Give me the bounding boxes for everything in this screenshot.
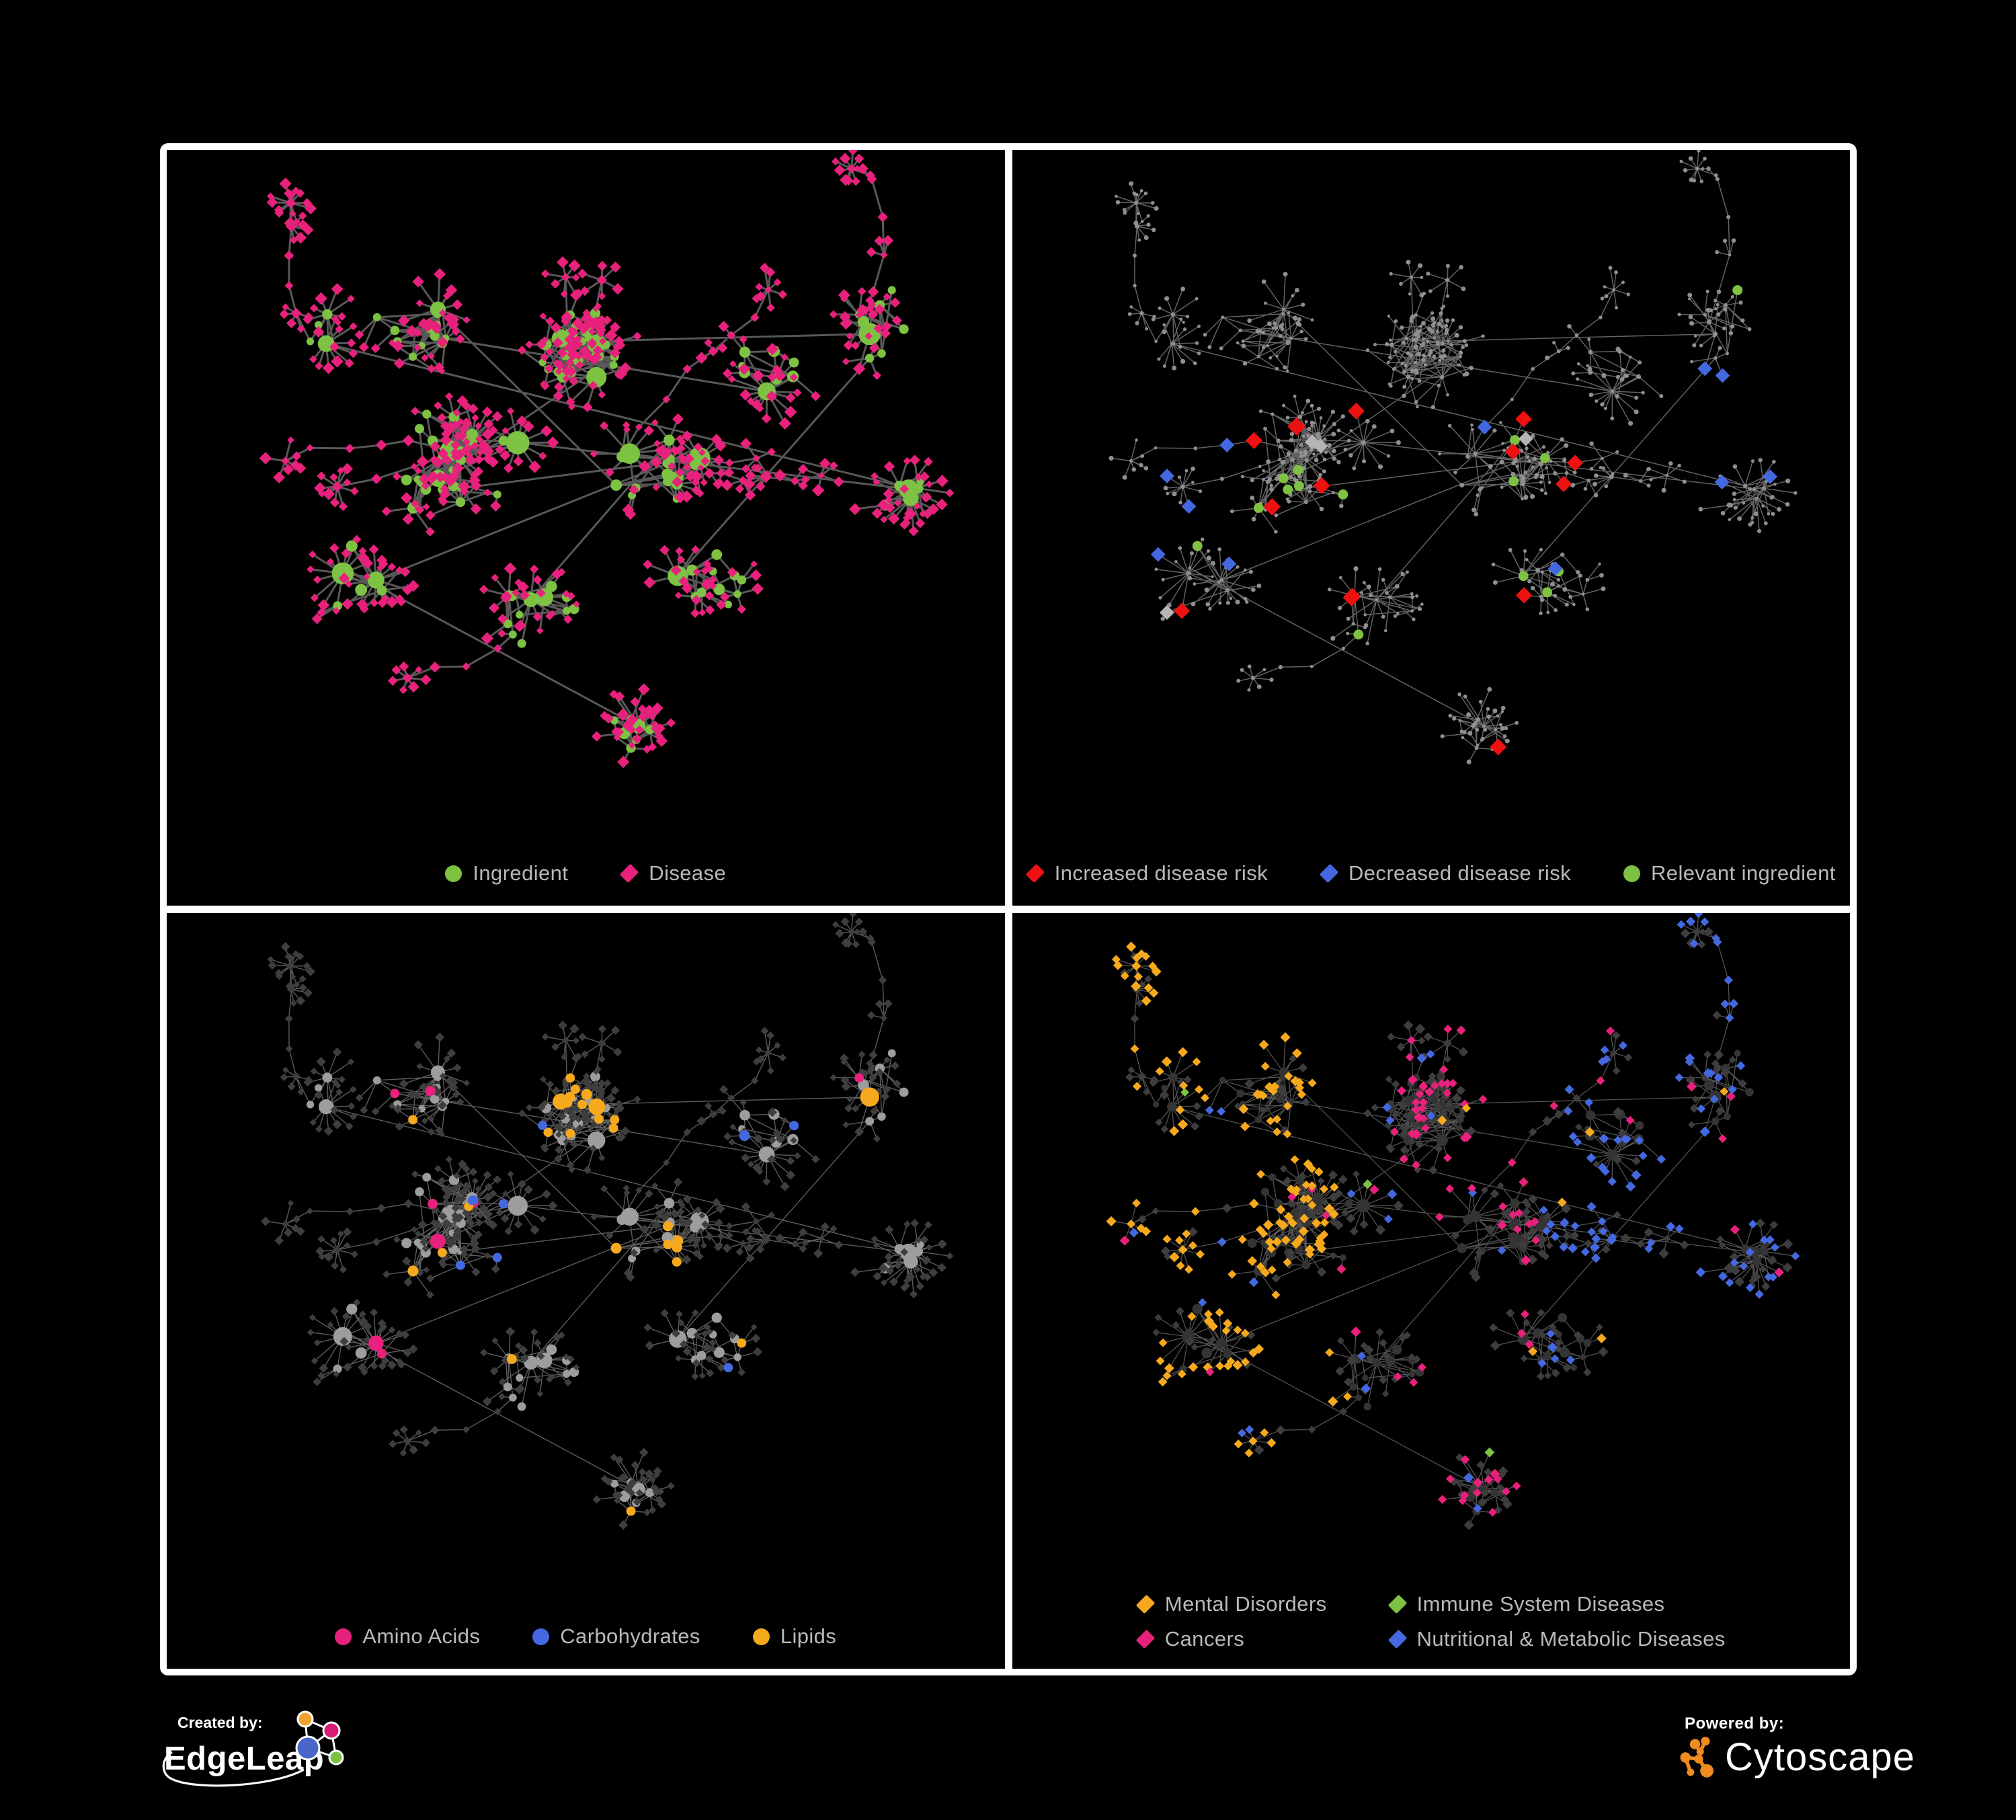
legend-label: Immune System Diseases bbox=[1416, 1592, 1665, 1616]
panel-ingredient-disease: Ingredient Disease bbox=[167, 150, 1005, 906]
legend-label: Relevant ingredient bbox=[1651, 861, 1836, 885]
diamond-marker bbox=[1025, 863, 1045, 883]
legend-label: Amino Acids bbox=[362, 1624, 481, 1648]
panel-grid: Ingredient Disease Increased disease risk… bbox=[160, 143, 1857, 1675]
edgeleap-logo: Created by: EdgeLeap bbox=[162, 1710, 344, 1787]
legend-label: Increased disease risk bbox=[1054, 861, 1268, 885]
circle-marker bbox=[445, 865, 462, 882]
legend-item-cancers: Cancers bbox=[1135, 1627, 1327, 1651]
legend-label: Ingredient bbox=[473, 861, 569, 885]
legend-label: Disease bbox=[649, 861, 727, 885]
edgeleap-node-blue bbox=[295, 1735, 321, 1761]
legend-label: Cancers bbox=[1164, 1627, 1245, 1651]
network-graph-disease-classes bbox=[1105, 913, 1800, 1530]
legend-disease-risk: Increased disease risk Decreased disease … bbox=[1012, 861, 1851, 885]
legend-label: Nutritional & Metabolic Diseases bbox=[1416, 1627, 1726, 1651]
legend-item-relevant-ingredient: Relevant ingredient bbox=[1623, 861, 1836, 885]
diamond-marker bbox=[619, 863, 639, 883]
legend-ingredient-disease: Ingredient Disease bbox=[167, 861, 1005, 885]
circle-marker bbox=[532, 1628, 550, 1645]
diamond-marker bbox=[1387, 1629, 1407, 1649]
edgeleap-network-glyph bbox=[295, 1710, 344, 1766]
powered-by-label: Powered by: bbox=[1685, 1714, 1785, 1733]
circle-marker bbox=[752, 1628, 770, 1645]
network-graph-ingredient-classes bbox=[260, 913, 954, 1530]
legend-item-nutritional-metabolic-diseases: Nutritional & Metabolic Diseases bbox=[1387, 1627, 1726, 1651]
edgeleap-node-pink bbox=[322, 1721, 341, 1740]
edgeleap-credit: Created by: EdgeLeap bbox=[160, 1708, 510, 1809]
legend-item-amino-acids: Amino Acids bbox=[335, 1624, 480, 1649]
cytoscape-credit: Powered by: Cytoscape bbox=[1679, 1709, 1975, 1796]
edgeleap-node-orange bbox=[296, 1710, 314, 1728]
diamond-marker bbox=[1319, 863, 1339, 883]
legend-item-ingredient: Ingredient bbox=[445, 861, 568, 885]
cytoscape-brand: Cytoscape bbox=[1725, 1735, 1916, 1779]
edgeleap-node-green bbox=[328, 1749, 344, 1766]
legend-disease-classes: Mental Disorders Immune System Diseases Ca… bbox=[1012, 1592, 1851, 1651]
cytoscape-logo-icon bbox=[1680, 1736, 1713, 1778]
diamond-marker bbox=[1135, 1629, 1156, 1649]
legend-item-lipids: Lipids bbox=[752, 1624, 837, 1649]
network-graph-ingredient-disease bbox=[259, 150, 955, 768]
legend-item-decreased-disease-risk: Decreased disease risk bbox=[1319, 861, 1572, 885]
network-graph-disease-risk bbox=[1108, 150, 1798, 764]
legend-item-immune-system-diseases: Immune System Diseases bbox=[1387, 1592, 1726, 1616]
legend-ingredient-classes: Amino Acids Carbohydrates Lipids bbox=[167, 1624, 1005, 1649]
circle-marker bbox=[1623, 865, 1641, 882]
legend-label: Carbohydrates bbox=[560, 1624, 700, 1648]
panel-disease-classes: Mental Disorders Immune System Diseases Ca… bbox=[1012, 913, 1851, 1669]
panel-disease-risk: Increased disease risk Decreased disease … bbox=[1012, 150, 1851, 906]
diamond-marker bbox=[1387, 1594, 1407, 1614]
circle-marker bbox=[335, 1628, 352, 1645]
legend-item-increased-disease-risk: Increased disease risk bbox=[1025, 861, 1268, 885]
created-by-label: Created by: bbox=[177, 1714, 263, 1731]
legend-item-carbohydrates: Carbohydrates bbox=[532, 1624, 700, 1649]
diamond-marker bbox=[1135, 1594, 1156, 1614]
panel-ingredient-classes: Amino Acids Carbohydrates Lipids bbox=[167, 913, 1005, 1669]
legend-item-mental-disorders: Mental Disorders bbox=[1135, 1592, 1327, 1616]
legend-label: Mental Disorders bbox=[1164, 1592, 1327, 1616]
edgeleap-swoosh bbox=[162, 1751, 305, 1787]
legend-label: Lipids bbox=[780, 1624, 837, 1648]
legend-item-disease: Disease bbox=[619, 861, 727, 885]
legend-label: Decreased disease risk bbox=[1348, 861, 1572, 885]
